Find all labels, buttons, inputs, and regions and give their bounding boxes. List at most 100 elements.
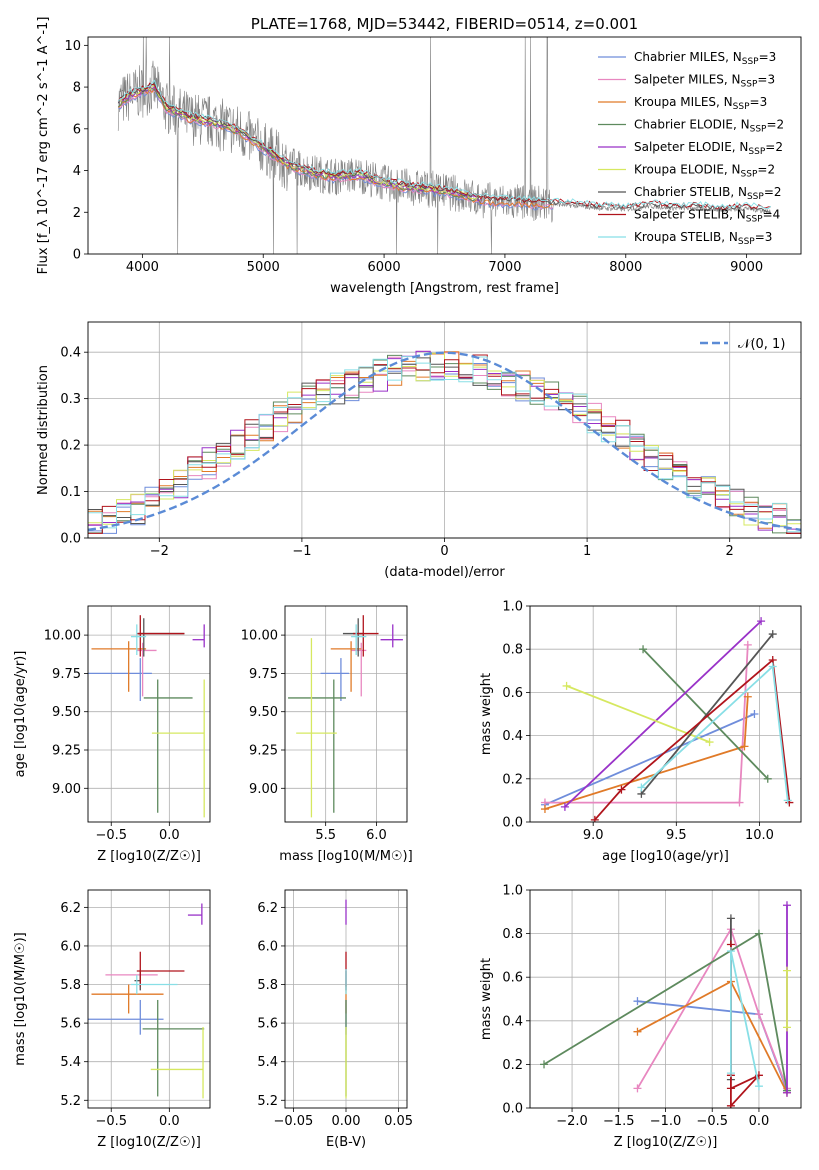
y-tick-label: 0.0 <box>502 1102 523 1117</box>
y-tick-label: 2 <box>73 206 81 221</box>
x-tick-label: −2 <box>150 544 169 559</box>
panel-mass-vs-ebv: −0.05 0.00 0.05 5.2 5.4 5.6 5.8 6.0 6.2 E(B-V) <box>257 889 413 1150</box>
grid <box>88 606 210 822</box>
weight-point <box>768 662 777 671</box>
weight-line <box>640 664 789 801</box>
legend: Chabrier MILES, NSSP=3 Salpeter MILES, NS… <box>598 50 784 247</box>
y-tick-label: 9.00 <box>249 782 278 797</box>
x-tick-label: 1 <box>583 544 591 559</box>
weight-point <box>540 805 549 814</box>
x-tick-label: −1 <box>292 544 311 559</box>
errorbar-kroupa_miles <box>91 984 164 1014</box>
weight-point <box>782 901 791 910</box>
weight-point <box>782 1088 791 1097</box>
y-tick-label: 0.6 <box>502 686 523 701</box>
errorbar-salpeter_elodie <box>192 624 205 648</box>
panel-weight-vs-age: 9.0 9.5 10.0 0.0 0.2 0.4 0.6 0.8 1.0 age [log10(a… <box>479 600 802 864</box>
x-tick-label: −0.05 <box>273 1114 313 1129</box>
y-tick-label: 0.3 <box>60 392 81 407</box>
y-tick-label: 9.50 <box>249 705 278 720</box>
legend-count: =2 <box>764 185 782 199</box>
y-tick-label: 0.4 <box>502 729 523 744</box>
panel-age-vs-mass: 5.5 6.0 9.00 9.25 9.50 9.75 10.00 mass [log10(M… <box>241 605 413 864</box>
weight-point <box>743 692 752 701</box>
y-axis-label: mass [log10(M/M☉)] <box>13 932 28 1065</box>
y-tick-label: 6.2 <box>60 901 81 916</box>
x-tick-label: −1.5 <box>603 1114 635 1129</box>
legend-label-chabrier_elodie: Chabrier ELODIE, NSSP=2 <box>634 118 784 135</box>
model-line-chabrier_miles <box>118 88 554 211</box>
x-tick-label: 2 <box>726 544 734 559</box>
y-axis-label: Normed distribution <box>36 365 51 495</box>
legend-label-kroupa_elodie: Kroupa ELODIE, NSSP=2 <box>634 163 775 180</box>
x-tick-label: 7000 <box>488 260 521 275</box>
legend-label-salpeter_stelib: Salpeter STELIB, NSSP=4 <box>634 208 780 225</box>
legend-subscript: SSP <box>742 57 759 67</box>
model-line-salpeter_miles <box>118 90 554 211</box>
y-tick-label: 5.6 <box>257 1017 278 1032</box>
y-tick-label: 5.4 <box>257 1055 278 1070</box>
x-tick-label: 5000 <box>247 260 280 275</box>
weight-point <box>740 742 749 751</box>
y-tick-label: 0.4 <box>60 346 81 361</box>
errorbar-salpeter_stelib <box>353 615 379 657</box>
y-axis-label: age [log10(age/yr)] <box>13 651 28 778</box>
model-line-chabrier_stelib <box>117 81 771 213</box>
axes: −2.0 −1.5 −1.0 −0.5 0.0 0.0 0.2 0.4 0.6 0.8 1.0 Z [… <box>479 884 802 1150</box>
gaussian-curve <box>88 351 801 532</box>
y-tick-label: 9.25 <box>52 744 81 759</box>
y-tick-label: 6 <box>73 122 81 137</box>
plot-area <box>88 903 205 1099</box>
legend-count: =3 <box>757 73 775 87</box>
y-tick-label: 6.0 <box>257 939 278 954</box>
errorbar-salpeter_miles <box>105 969 158 991</box>
panel-weight-vs-Z: −2.0 −1.5 −1.0 −0.5 0.0 0.0 0.2 0.4 0.6 0.8 1.0 Z [… <box>479 884 802 1150</box>
x-tick-label: −2.0 <box>556 1114 588 1129</box>
plot-area <box>88 615 205 818</box>
errorbar-kroupa_stelib <box>130 974 178 995</box>
legend-label-salpeter_miles: Salpeter MILES, NSSP=3 <box>634 73 775 90</box>
weight-point <box>735 798 744 807</box>
axes: −0.5 0.0 5.2 5.4 5.6 5.8 6.0 6.2 Z [log10(Z/Z☉)]… <box>13 889 211 1150</box>
axes: −0.05 0.00 0.05 5.2 5.4 5.6 5.8 6.0 6.2 E(B-V) <box>257 889 413 1150</box>
x-axis-label: Z [log10(Z/Z☉)] <box>97 849 201 864</box>
legend-subscript: SSP <box>741 170 758 180</box>
errorbar-chabrier_miles <box>88 658 152 701</box>
legend-subscript: SSP <box>733 102 750 112</box>
y-tick-label: 9.00 <box>52 782 81 797</box>
y-tick-label: 4 <box>73 164 81 179</box>
weight-point <box>726 1101 735 1108</box>
x-tick-label: 10.0 <box>745 828 774 843</box>
errorbar-salpeter_elodie <box>380 624 403 648</box>
weight-series-chabrier_elodie <box>639 645 772 783</box>
weight-point <box>562 681 571 690</box>
y-tick-label: 6.2 <box>257 901 278 916</box>
errorbar-kroupa_elodie <box>296 638 337 818</box>
y-tick-label: 5.8 <box>257 978 278 993</box>
legend-count: =4 <box>763 208 781 222</box>
weight-point <box>782 1023 791 1032</box>
weight-series-salpeter_elodie <box>560 617 766 811</box>
weight-line <box>564 620 762 808</box>
errorbar-kroupa_miles <box>91 641 147 692</box>
y-tick-label: 9.75 <box>52 667 81 682</box>
y-axis-label: mass weight <box>479 673 494 755</box>
y-tick-label: 5.2 <box>60 1094 81 1109</box>
y-tick-label: 1.0 <box>502 600 523 615</box>
axes: 5.5 6.0 9.00 9.25 9.50 9.75 10.00 mass [log10(M… <box>241 605 413 864</box>
weight-point <box>726 947 735 956</box>
y-tick-label: 10.00 <box>241 629 278 644</box>
errorbar-kroupa_stelib <box>130 624 147 656</box>
axes-frame <box>529 605 802 823</box>
weight-point <box>763 774 772 783</box>
legend-subscript: SSP <box>746 215 763 225</box>
weight-point <box>783 796 792 805</box>
weight-point <box>540 1060 549 1069</box>
y-tick-label: 9.25 <box>249 744 278 759</box>
axes-frame <box>87 889 211 1109</box>
y-tick-label: 0.8 <box>502 643 523 658</box>
x-tick-label: 9000 <box>730 260 763 275</box>
weight-point <box>639 645 648 654</box>
y-tick-label: 0.4 <box>502 1014 523 1029</box>
